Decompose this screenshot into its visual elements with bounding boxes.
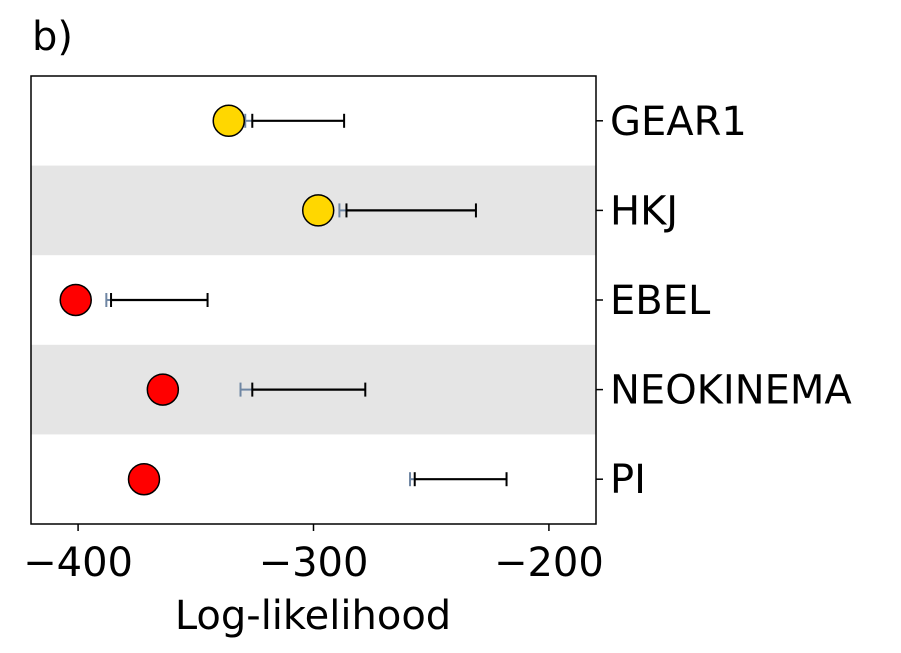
y-tick-label: PI <box>610 457 646 503</box>
y-tick-label: NEOKINEMA <box>610 368 852 414</box>
x-axis-title: Log-likelihood <box>175 593 451 639</box>
value-marker <box>127 462 161 496</box>
value-marker <box>146 373 180 406</box>
x-tick-label: −400 <box>23 540 133 586</box>
y-tick-label: HKJ <box>610 188 678 234</box>
x-tick-label: −300 <box>259 540 369 586</box>
value-marker <box>59 283 92 317</box>
y-tick-label: EBEL <box>610 278 711 324</box>
value-marker <box>301 194 335 227</box>
chart-marks <box>59 104 508 496</box>
value-marker <box>212 104 245 138</box>
y-tick-label: GEAR1 <box>610 99 747 145</box>
x-tick-label: −200 <box>494 540 604 586</box>
axis-ticks: GEAR1 HKJ EBEL NEOKINEMA PI −400 −300 −200 <box>23 99 852 586</box>
panel-label: b) <box>32 14 73 60</box>
